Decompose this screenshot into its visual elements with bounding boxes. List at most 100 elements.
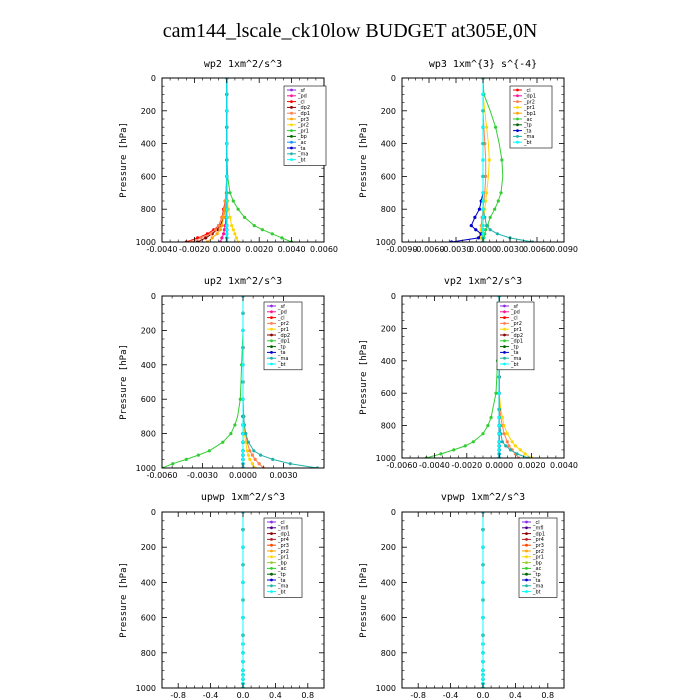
legend-marker bbox=[270, 316, 273, 319]
legend-marker bbox=[290, 88, 293, 92]
legend-marker bbox=[525, 561, 528, 564]
x-tick-label: 0.0020 bbox=[245, 245, 273, 254]
data-point bbox=[481, 215, 485, 219]
legend-label: _pr4 bbox=[532, 537, 544, 543]
legend-item: _ac bbox=[513, 117, 533, 123]
legend-item: _ma bbox=[267, 356, 288, 362]
data-point bbox=[241, 423, 245, 427]
legend-marker bbox=[503, 345, 506, 348]
legend-marker bbox=[525, 520, 528, 524]
legend-label: _mfl bbox=[532, 526, 544, 532]
legend-label: _sf bbox=[510, 304, 518, 310]
data-point bbox=[485, 224, 489, 228]
data-point bbox=[241, 457, 245, 461]
data-point bbox=[241, 642, 245, 646]
data-point bbox=[481, 232, 485, 236]
data-point bbox=[241, 651, 245, 655]
legend-label: _pd bbox=[297, 94, 307, 100]
legend-item: _mfl bbox=[267, 526, 289, 532]
data-point bbox=[481, 191, 485, 195]
panel-title: upwp 1xm^2/s^3 bbox=[201, 492, 285, 503]
y-tick-label: 400 bbox=[381, 357, 396, 366]
data-point bbox=[225, 228, 229, 232]
legend-marker bbox=[290, 129, 293, 133]
legend-item: _tp bbox=[513, 123, 532, 129]
legend-marker bbox=[525, 572, 528, 576]
data-point bbox=[220, 236, 224, 240]
data-point bbox=[217, 224, 221, 228]
y-tick-label: 600 bbox=[141, 614, 156, 623]
legend-label: _tp bbox=[277, 344, 286, 350]
legend-label: _mfl bbox=[277, 526, 289, 532]
legend-marker bbox=[290, 100, 293, 103]
legend-label: _bp bbox=[297, 134, 307, 140]
y-tick-label: 800 bbox=[141, 205, 156, 214]
y-tick-label: 200 bbox=[381, 543, 396, 552]
legend-item: _ac bbox=[522, 566, 542, 572]
legend-item: _dp1 bbox=[267, 531, 290, 537]
legend-marker bbox=[516, 88, 519, 92]
legend-item: _ma bbox=[267, 584, 288, 590]
data-point bbox=[225, 199, 229, 203]
y-tick-label: 800 bbox=[141, 649, 156, 658]
legend-marker bbox=[270, 345, 273, 348]
data-point bbox=[234, 236, 239, 240]
panel-title: vp2 1xm^2/s^3 bbox=[444, 276, 522, 287]
x-tick-label: -0.4 bbox=[203, 691, 219, 700]
legend-marker bbox=[503, 356, 506, 360]
legend-item: _ma bbox=[522, 584, 543, 590]
legend-item: _ma bbox=[500, 356, 521, 362]
legend: _cl_mfl_dp1_pr4_pr3_pr2_pr1_bp_ac_tp_ta_… bbox=[263, 517, 303, 598]
legend-label: _bt bbox=[523, 140, 532, 146]
data-point bbox=[246, 440, 250, 444]
data-point bbox=[222, 215, 226, 219]
legend-label: _pr2 bbox=[523, 99, 535, 105]
legend-item: _pr1 bbox=[287, 128, 309, 134]
data-point bbox=[500, 440, 504, 444]
legend-label: _pr3 bbox=[277, 543, 289, 549]
data-point bbox=[497, 444, 501, 448]
data-point bbox=[225, 174, 229, 178]
legend: _sf_pd_cl_pr2_pr1_dp2_dp1_tp_ta_ma_bt bbox=[496, 301, 535, 371]
series-line-dp1 bbox=[162, 296, 244, 468]
page-title: cam144_lscale_ck10low BUDGET at305E,0N bbox=[162, 20, 538, 42]
legend-marker bbox=[503, 310, 506, 314]
legend-marker bbox=[270, 351, 273, 354]
legend-marker bbox=[525, 584, 528, 588]
series-line-pr1 bbox=[479, 78, 490, 242]
data-point bbox=[497, 432, 501, 436]
data-point bbox=[496, 199, 500, 203]
x-tick-label: -0.0030 bbox=[441, 245, 472, 254]
legend-item: _pr2 bbox=[522, 549, 544, 555]
data-point bbox=[288, 462, 292, 466]
legend-item: _dp1 bbox=[267, 339, 290, 345]
legend-item: _dp2 bbox=[500, 333, 523, 339]
legend-marker bbox=[525, 590, 528, 593]
data-point bbox=[225, 224, 229, 228]
legend-item: _cl bbox=[522, 520, 540, 526]
data-point bbox=[271, 457, 275, 461]
y-tick-label: 200 bbox=[141, 107, 156, 116]
series-line-ta bbox=[451, 78, 484, 242]
data-point bbox=[473, 215, 477, 219]
legend-marker bbox=[516, 106, 519, 109]
data-point bbox=[500, 415, 504, 420]
x-tick-label: 0.0030 bbox=[270, 471, 298, 480]
data-point bbox=[244, 440, 248, 444]
data-point bbox=[241, 673, 245, 677]
y-tick-label: 1000 bbox=[136, 684, 156, 693]
legend-label: _pr4 bbox=[277, 537, 289, 543]
legend-label: _pr2 bbox=[277, 321, 289, 327]
legend-label: _dp2 bbox=[510, 333, 523, 339]
legend-item: _pr2 bbox=[267, 321, 289, 327]
panel-title: up2 1xm^2/s^3 bbox=[204, 276, 282, 287]
legend-marker bbox=[525, 538, 528, 541]
data-point bbox=[222, 228, 226, 232]
panel-6: vpwp 1xm^2/s^3 Pressure [hPa] 0 200 400 600 80… bbox=[359, 492, 565, 700]
data-point bbox=[500, 158, 504, 162]
data-point bbox=[497, 448, 501, 452]
data-point bbox=[469, 224, 473, 228]
legend-item: _cl bbox=[513, 88, 531, 94]
data-point bbox=[260, 228, 264, 232]
legend-label: _tp bbox=[532, 572, 541, 578]
